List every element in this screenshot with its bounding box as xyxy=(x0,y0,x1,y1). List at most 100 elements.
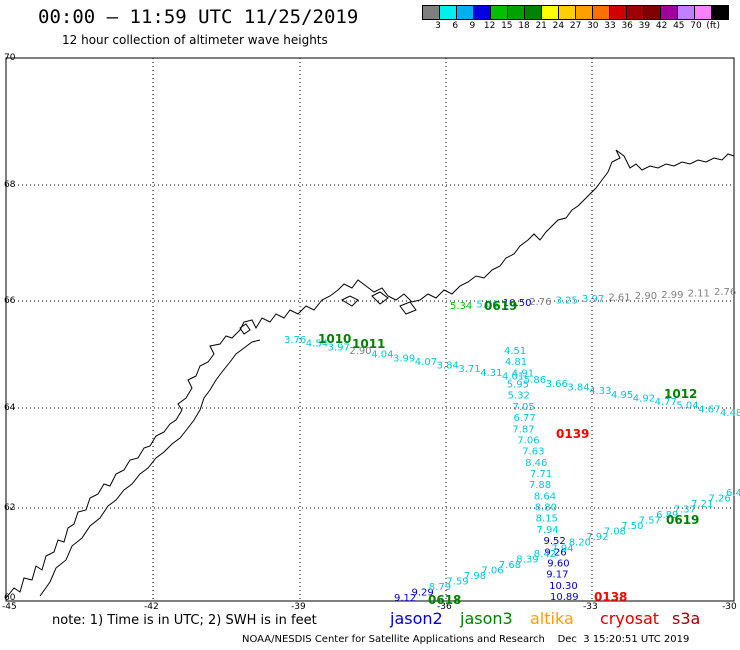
wave-height-label: 8.80 xyxy=(535,503,557,514)
pass-label: 0139 xyxy=(556,427,589,441)
wave-height-label: 4.48 xyxy=(720,408,740,419)
wave-height-label: 10.89 xyxy=(550,592,579,603)
wave-height-label: 7.92 xyxy=(586,532,608,543)
wave-height-label: 7.06 xyxy=(481,565,503,576)
wave-height-label: 2.61 xyxy=(608,293,630,304)
wave-height-label: 4.54 xyxy=(306,339,328,350)
wave-height-label: 5.32 xyxy=(508,391,530,402)
wave-height-label: 3.97 xyxy=(328,342,350,353)
pass-label: 1012 xyxy=(664,387,697,401)
wave-height-label: 7.21 xyxy=(691,499,713,510)
legend-label: 3 xyxy=(435,21,441,31)
satellite-name: altika xyxy=(530,609,574,628)
wave-height-label: 6.89 xyxy=(656,510,678,521)
wave-height-label: 7.06 xyxy=(517,436,539,447)
wave-height-label: 7.98 xyxy=(464,571,486,582)
wave-height-label: 4.92 xyxy=(633,393,655,404)
wave-height-label: 7.37 xyxy=(674,505,696,516)
legend-label: 27 xyxy=(569,21,582,31)
wave-height-label: 4.04 xyxy=(371,350,393,361)
wave-height-label: 3.84 xyxy=(437,361,459,372)
lon-label: -45 xyxy=(2,602,17,612)
wave-height-label: 2.11 xyxy=(688,288,710,299)
lon-label: -33 xyxy=(583,602,598,612)
legend-label: 70 xyxy=(690,21,702,31)
wave-height-label: 7.50 xyxy=(621,521,643,532)
wave-height-label: 2.90 xyxy=(635,291,657,302)
wave-height-label: 7.59 xyxy=(446,576,468,587)
wave-height-label: 10.50 xyxy=(503,298,532,309)
satellite-name: jason3 xyxy=(460,609,513,628)
wave-height-label: 3.66 xyxy=(546,379,568,390)
wave-height-label: 2.76 xyxy=(529,297,551,308)
legend-label: 15 xyxy=(501,21,513,31)
wave-height-tracks: 3.76 4.54 3.97 2.90 4.04 3.99 4.07 3.84 3.71 4.31… xyxy=(284,287,740,604)
wave-height-label: 2.76 xyxy=(714,287,736,298)
lon-label: -39 xyxy=(291,602,306,612)
wave-height-label: 9.29 xyxy=(412,588,434,599)
wave-height-label: 3.97 xyxy=(582,294,604,305)
wave-height-label: 8.42 xyxy=(534,549,556,560)
legend-label: 45 xyxy=(673,21,685,31)
wave-height-label: 2.99 xyxy=(661,290,683,301)
wave-height-label: 5.04 xyxy=(676,401,698,412)
wave-height-label: 5.06 xyxy=(476,300,498,311)
wave-height-label: 4.77 xyxy=(655,397,677,408)
graticule xyxy=(6,58,734,601)
pass-label: 0138 xyxy=(594,590,627,604)
lon-label: -42 xyxy=(144,602,159,612)
wave-height-label: 4.95 xyxy=(611,390,633,401)
wave-height-label: 7.05 xyxy=(513,402,535,413)
wave-height-label: 7.57 xyxy=(639,516,661,527)
wave-height-label: 4.31 xyxy=(480,368,502,379)
lat-label: 60 xyxy=(4,593,16,603)
wave-height-label: 7.26 xyxy=(709,494,731,505)
lat-label: 64 xyxy=(4,403,16,413)
satellite-name: cryosat xyxy=(600,609,660,628)
wave-height-label: 8.46 xyxy=(525,458,547,469)
wave-height-label: 4.51 xyxy=(504,346,526,357)
lat-label: 70 xyxy=(4,53,16,63)
pass-label: 1011 xyxy=(352,337,385,351)
legend-label: 12 xyxy=(483,21,496,31)
color-legend-labels: 3 6 9 12 15 18 21 24 27 30 33 36 39 42 45 70 (ft) xyxy=(422,21,740,35)
pass-label: 1010 xyxy=(318,332,351,346)
wave-height-label: 7.94 xyxy=(551,543,573,554)
pass-label: 0618 xyxy=(428,593,461,607)
wave-height-label: 9.52 xyxy=(544,536,566,547)
wave-height-label: 5.95 xyxy=(507,380,529,391)
wave-height-label: 4.67 xyxy=(698,404,720,415)
longitude-labels: -45 -42 -39 -36 -33 -30 xyxy=(2,602,737,612)
map-frame xyxy=(5,57,735,602)
pass-time-labels: 1010 1011 0619 1012 0619 0618 0139 0138 xyxy=(318,299,699,607)
wave-height-label: 9.60 xyxy=(547,559,569,570)
wave-height-label: 3.84 xyxy=(567,382,589,393)
footer-credit: NOAA/NESDIS Center for Satellite Applica… xyxy=(242,634,690,645)
wave-height-label: 4.01 xyxy=(502,372,524,383)
lat-label: 62 xyxy=(4,503,15,513)
wave-height-label: 4.81 xyxy=(505,357,527,368)
legend-label: 36 xyxy=(621,21,633,31)
legend-label: 6 xyxy=(452,21,459,31)
wave-height-label: 2.90 xyxy=(349,346,371,357)
satellite-name: s3a xyxy=(672,609,701,628)
map-subtitle: 12 hour collection of altimeter wave hei… xyxy=(62,33,328,47)
wave-height-label: 9.17 xyxy=(546,570,568,581)
wave-height-label: 8.39 xyxy=(516,554,538,565)
wave-height-label: 8.64 xyxy=(534,491,556,502)
wave-height-label: 4.33 xyxy=(589,386,611,397)
wave-height-label: 8.15 xyxy=(536,514,558,525)
wave-height-label: 5.86 xyxy=(524,375,546,386)
legend-label: 24 xyxy=(552,21,565,31)
legend-label: (ft) xyxy=(706,21,720,31)
wave-height-label: 4.07 xyxy=(415,357,437,368)
color-legend xyxy=(422,5,729,20)
wave-height-label: 7.94 xyxy=(537,525,559,536)
wave-height-label: 10.30 xyxy=(549,581,578,592)
pass-label: 0619 xyxy=(484,299,517,313)
wave-height-label: 5.34 xyxy=(450,301,472,312)
wave-height-label: 4.91 xyxy=(512,368,534,379)
wave-height-label: 3.71 xyxy=(458,364,480,375)
wave-height-label: 7.08 xyxy=(604,527,626,538)
